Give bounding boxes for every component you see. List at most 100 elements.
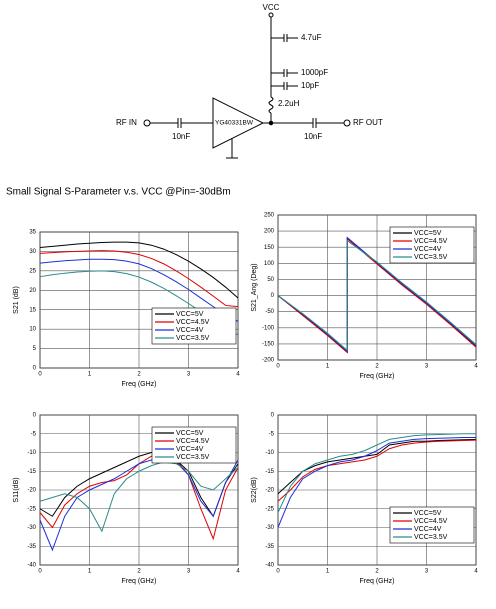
- amplifier: [212, 97, 265, 149]
- rf-out-label: RF OUT: [353, 118, 383, 127]
- x-tick-label: 3: [187, 372, 191, 378]
- port: [343, 119, 351, 127]
- y-tick-label: 20: [29, 288, 36, 294]
- heading: Small Signal S-Parameter v.s. VCC @Pin=-…: [6, 187, 231, 198]
- x-axis-label: Freq (GHz): [122, 381, 157, 388]
- x-tick-label: 2: [137, 569, 141, 575]
- y-axis-label: S11(dB): [13, 477, 20, 502]
- x-tick-label: 4: [236, 372, 240, 378]
- inductor-label: 2.2uH: [278, 99, 300, 108]
- y-tick-label: 200: [264, 229, 275, 235]
- y-tick-label: -5: [269, 431, 275, 437]
- y-tick-label: 5: [33, 346, 37, 352]
- series-line: [277, 437, 476, 528]
- series-line: [277, 439, 477, 502]
- x-axis-label: Freq (GHz): [360, 578, 395, 585]
- y-tick-label: 250: [264, 213, 275, 219]
- y-tick-label: -100: [262, 325, 275, 331]
- y-tick-label: 0: [271, 293, 275, 299]
- x-tick-label: 4: [474, 364, 478, 370]
- series-line: [39, 459, 239, 552]
- x-tick-label: 2: [137, 372, 141, 378]
- x-tick-label: 1: [326, 569, 330, 575]
- x-tick-label: 3: [187, 569, 191, 575]
- legend-label: VCC=3.5V: [414, 254, 448, 261]
- x-tick-label: 0: [38, 569, 42, 575]
- cap-label: 10pF: [301, 81, 319, 90]
- y-tick-label: 0: [33, 366, 37, 372]
- x-tick-label: 1: [88, 372, 92, 378]
- chip-label: YG40331BW: [215, 120, 254, 127]
- y-tick-label: 35: [29, 230, 36, 236]
- y-tick-label: 10: [29, 327, 36, 333]
- series-line: [39, 241, 239, 299]
- y-tick-label: -150: [262, 341, 275, 347]
- y-tick-label: -30: [27, 525, 36, 531]
- x-tick-label: 4: [474, 569, 478, 575]
- legend-label: VCC=5V: [414, 510, 442, 517]
- x-tick-label: 2: [375, 569, 379, 575]
- y-tick-label: -15: [27, 469, 36, 475]
- port: [143, 119, 151, 127]
- cap-label: 10nF: [304, 132, 322, 141]
- chart: 0 5 10 15 20 25 30 35 0 1 2 3 4 Freq (GHz) S21 (dB) VCC…: [13, 230, 240, 388]
- y-tick-label: 150: [264, 245, 275, 251]
- legend-label: VCC=4V: [414, 246, 442, 253]
- legend-label: VCC=4.5V: [176, 438, 210, 445]
- y-tick-label: 0: [271, 413, 275, 419]
- x-axis-label: Freq (GHz): [360, 373, 395, 380]
- chart: -40 -35 -30 -25 -20 -15 -10 -5 0 0 1 2 3 4 Freq (GHz) S…: [13, 413, 240, 585]
- cap-label: 4.7uF: [301, 33, 322, 42]
- series-line: [277, 236, 477, 353]
- cap-label: 1000pF: [301, 68, 328, 77]
- y-tick-label: 100: [264, 261, 275, 267]
- series-line: [277, 438, 477, 495]
- y-tick-label: -25: [27, 506, 36, 512]
- vcc-label: VCC: [263, 3, 280, 12]
- legend-label: VCC=4V: [176, 446, 204, 453]
- y-tick-label: 50: [267, 277, 274, 283]
- y-tick-label: -40: [265, 563, 274, 569]
- series-line: [277, 433, 476, 513]
- legend-label: VCC=5V: [414, 230, 442, 237]
- x-tick-label: 1: [326, 364, 330, 370]
- y-axis-label: S21 (dB): [13, 286, 20, 314]
- legend-label: VCC=3.5V: [176, 335, 210, 342]
- y-tick-label: -5: [31, 431, 37, 437]
- y-tick-label: -50: [265, 309, 274, 315]
- y-tick-label: -15: [265, 469, 274, 475]
- legend-label: VCC=5V: [176, 430, 204, 437]
- y-tick-label: -200: [262, 358, 275, 364]
- legend-label: VCC=4.5V: [414, 518, 448, 525]
- legend-label: VCC=4.5V: [176, 319, 210, 326]
- inductor: [268, 96, 274, 114]
- legend-label: VCC=4V: [176, 327, 204, 334]
- y-tick-label: -40: [27, 563, 36, 569]
- legend-label: VCC=4V: [414, 526, 442, 533]
- x-tick-label: 0: [38, 372, 42, 378]
- cap-label: 10nF: [172, 132, 190, 141]
- y-tick-label: 0: [33, 413, 37, 419]
- y-tick-label: -35: [27, 544, 36, 550]
- y-tick-label: -20: [27, 488, 36, 494]
- legend-label: VCC=4.5V: [414, 238, 448, 245]
- y-tick-label: 30: [29, 249, 36, 255]
- y-axis-label: S22(dB): [251, 477, 258, 503]
- x-tick-label: 3: [425, 364, 429, 370]
- series-line: [39, 451, 239, 518]
- y-tick-label: -10: [265, 450, 274, 456]
- y-tick-label: -20: [265, 488, 274, 494]
- series-line: [39, 250, 239, 308]
- x-tick-label: 1: [88, 569, 92, 575]
- y-axis-label: S21_Ang (Deg): [251, 263, 258, 311]
- y-tick-label: 15: [29, 307, 36, 313]
- node: [268, 120, 274, 126]
- y-tick-label: -35: [265, 544, 274, 550]
- x-tick-label: 0: [276, 364, 280, 370]
- series-line: [277, 239, 477, 352]
- chart: -40 -35 -30 -25 -20 -15 -10 -5 0 0 1 2 3 4 Freq (GHz) S…: [251, 413, 478, 585]
- y-tick-label: -10: [27, 450, 36, 456]
- rf-in-label: RF IN: [116, 118, 137, 127]
- y-tick-label: 25: [29, 268, 36, 274]
